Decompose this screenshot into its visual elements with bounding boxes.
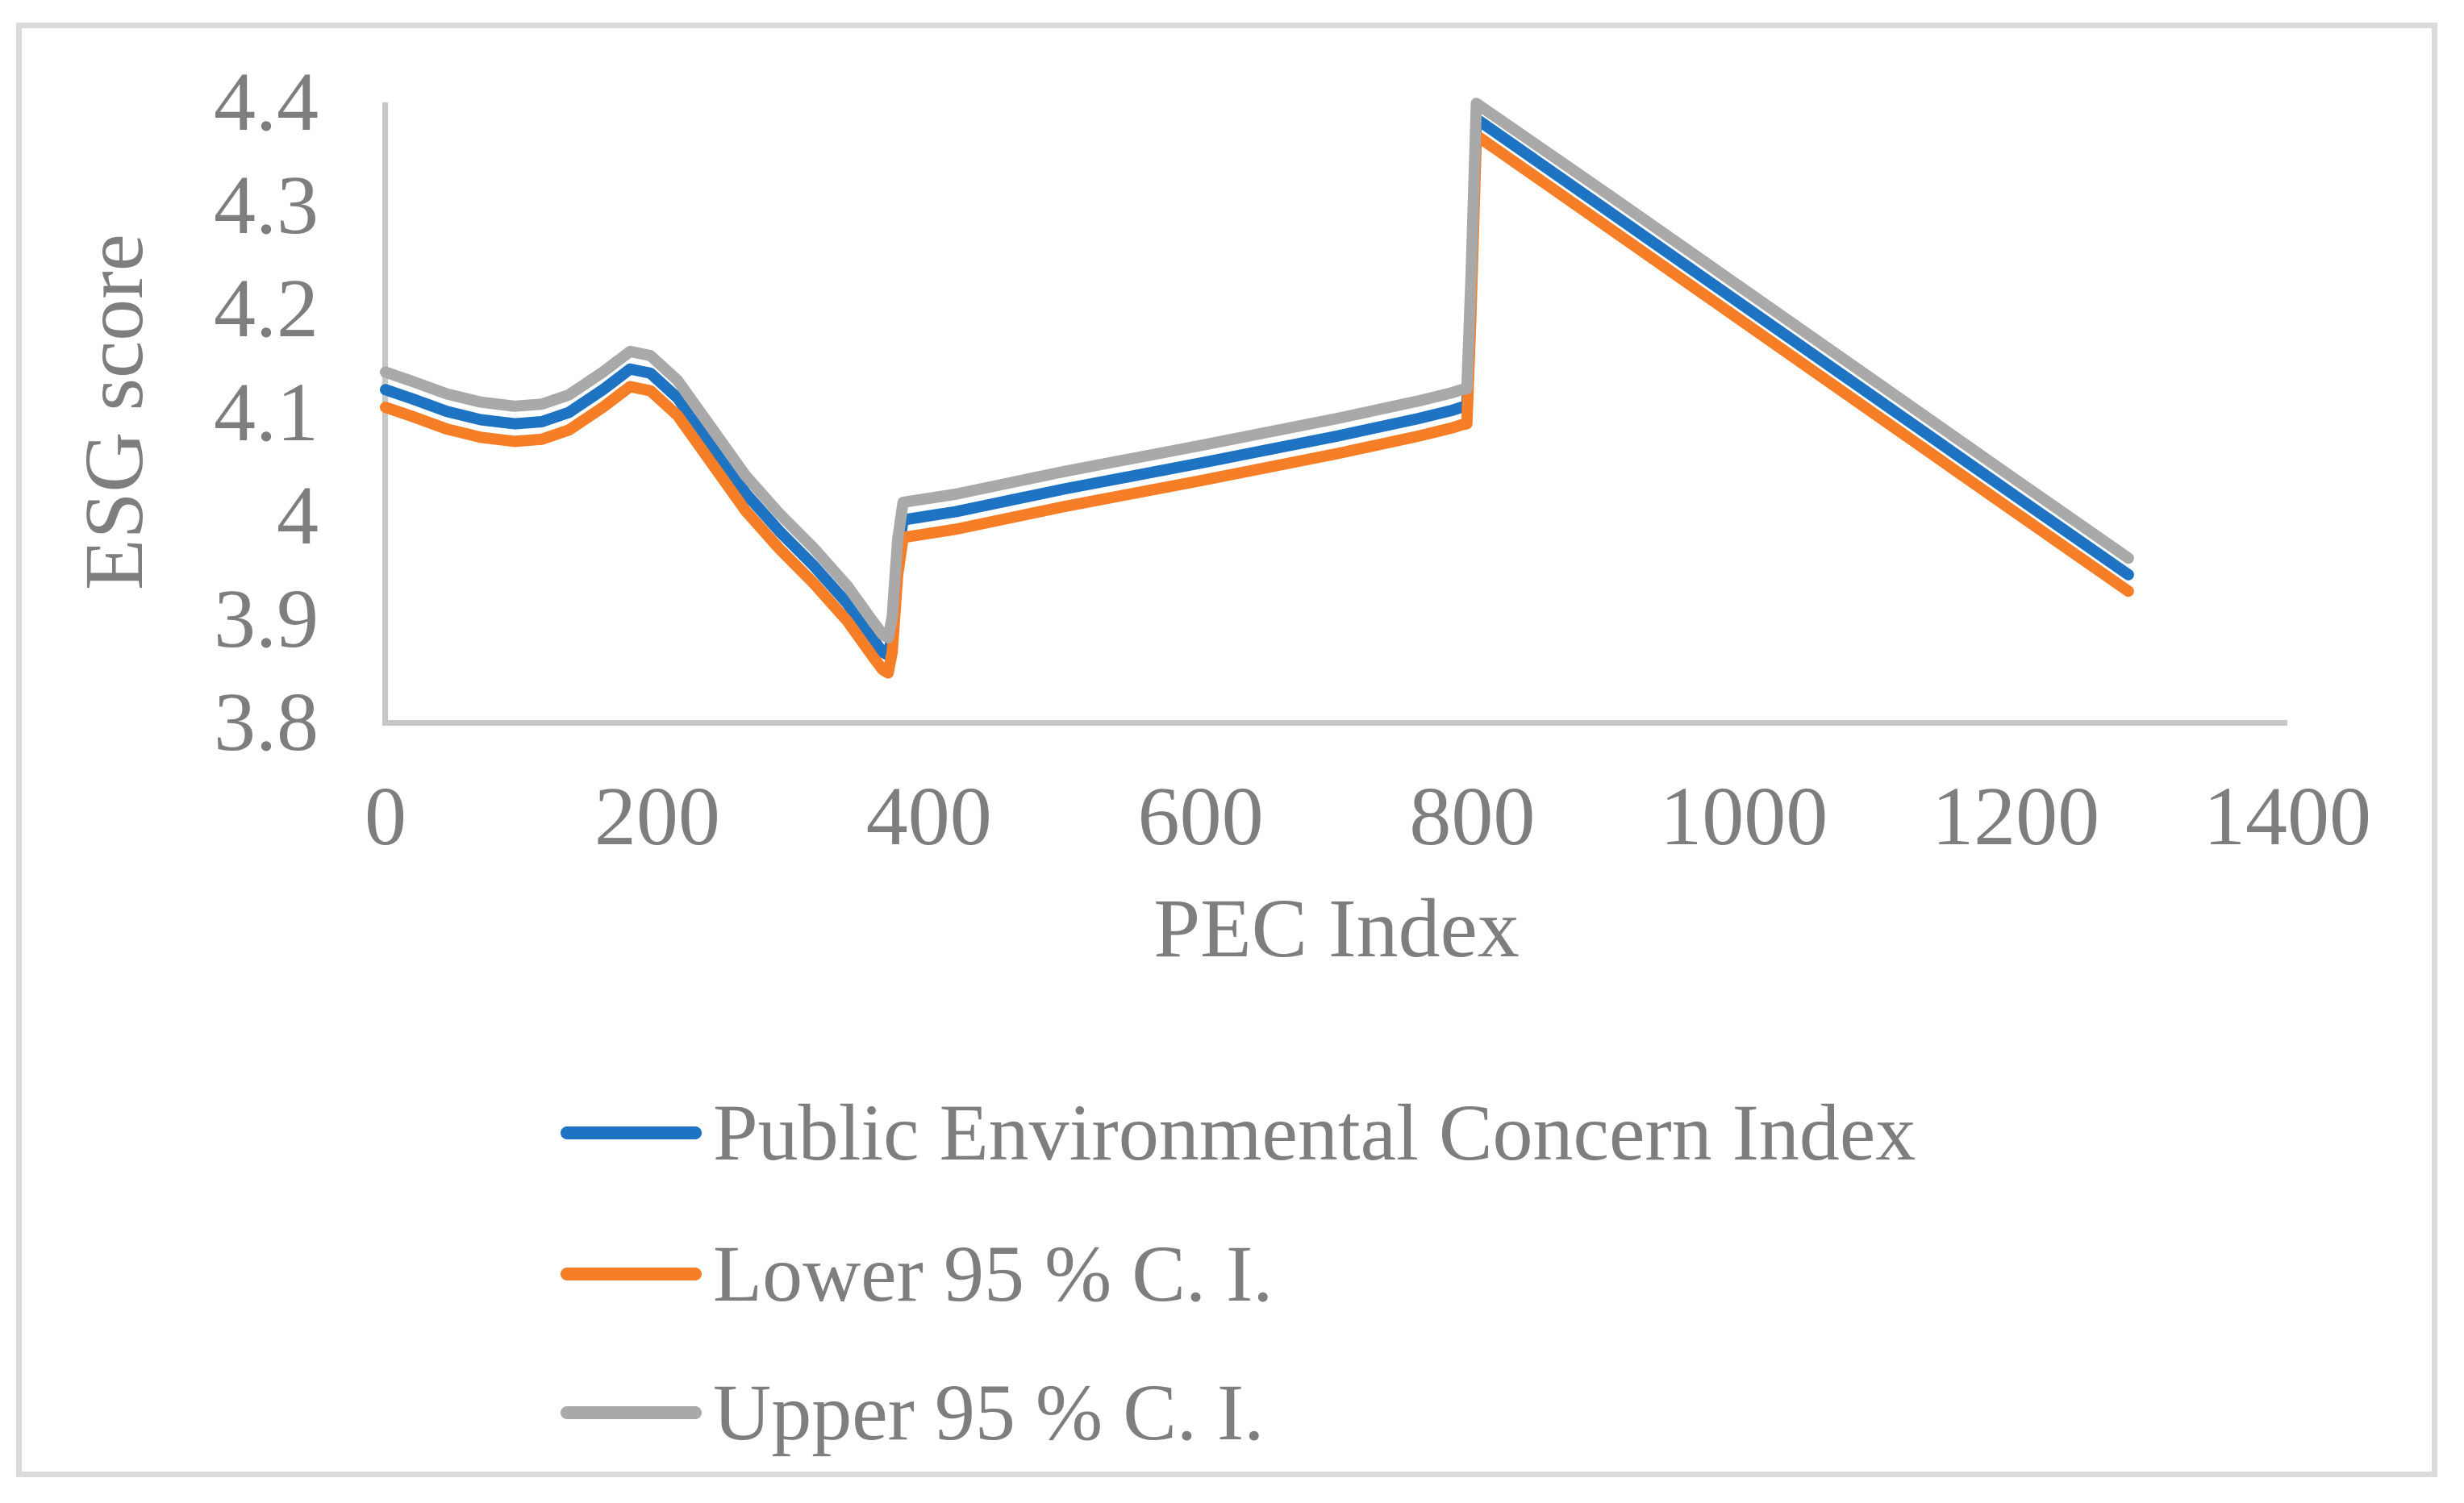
x-axis-title: PEC Index bbox=[1153, 882, 1520, 975]
y-tick-label: 3.9 bbox=[214, 572, 319, 665]
x-tick-label: 400 bbox=[865, 770, 992, 863]
y-tick-label: 4.2 bbox=[214, 262, 319, 356]
y-axis-title: ESG score bbox=[68, 234, 161, 590]
legend-line-swatch bbox=[561, 1126, 702, 1139]
legend-label: Public Environmental Concern Index bbox=[713, 1088, 1916, 1177]
y-tick-label: 4.1 bbox=[214, 365, 319, 459]
x-tick-label: 1000 bbox=[1660, 770, 1828, 863]
legend-label: Lower 95 % C. I. bbox=[713, 1229, 1274, 1318]
x-tick-label: 800 bbox=[1409, 770, 1536, 863]
legend-line-swatch bbox=[561, 1268, 702, 1280]
x-tick-label: 200 bbox=[594, 770, 720, 863]
series-line-1 bbox=[380, 130, 2134, 679]
legend-line-swatch bbox=[561, 1406, 702, 1419]
y-tick-label: 4 bbox=[277, 468, 319, 562]
legend-label: Upper 95 % C. I. bbox=[713, 1368, 1265, 1457]
x-tick-label: 1400 bbox=[2203, 770, 2371, 863]
x-tick-label: 1200 bbox=[1932, 770, 2100, 863]
y-tick-label: 3.8 bbox=[214, 676, 319, 768]
y-tick-label: 4.4 bbox=[214, 56, 319, 148]
x-tick-label: 600 bbox=[1137, 770, 1264, 863]
y-tick-label: 4.3 bbox=[214, 159, 319, 252]
x-tick-label: 0 bbox=[365, 770, 406, 863]
series-line-2 bbox=[380, 98, 2134, 643]
figure-border bbox=[16, 23, 2437, 1477]
